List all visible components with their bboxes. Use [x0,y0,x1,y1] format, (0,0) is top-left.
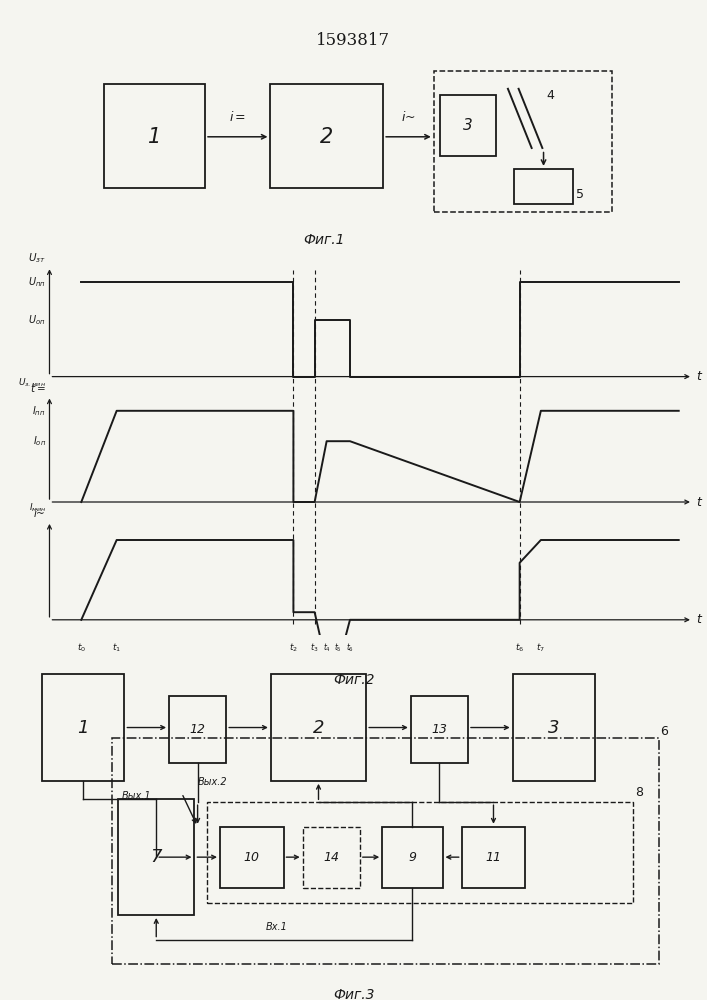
Text: 8: 8 [635,786,643,799]
Text: $U_{з.мин}$: $U_{з.мин}$ [18,377,46,389]
Text: 9: 9 [408,851,416,864]
Text: 6: 6 [660,725,669,738]
Text: 1: 1 [77,719,89,737]
Text: $I_{мин}$: $I_{мин}$ [28,502,46,514]
Bar [42,674,124,781]
Text: $i$~: $i$~ [401,110,416,124]
Text: 12: 12 [189,723,206,736]
Text: 4: 4 [547,89,554,102]
Text: 7: 7 [151,848,162,866]
Text: $t_5$: $t_5$ [334,641,342,654]
Text: 2: 2 [320,127,334,147]
Bar [104,84,205,188]
Text: $t_3$: $t_3$ [310,641,319,654]
Bar [169,696,226,763]
Text: Вх.1: Вх.1 [267,922,288,932]
Bar [514,169,573,204]
Bar [411,696,468,763]
Bar [513,674,595,781]
Text: 1593817: 1593817 [317,32,390,49]
Text: 3: 3 [462,118,472,133]
Bar [118,799,194,915]
Text: Фиг.2: Фиг.2 [333,673,374,687]
Text: $U_{пп}$: $U_{пп}$ [28,275,46,288]
Text: $U_{оп}$: $U_{оп}$ [28,313,46,326]
Bar [207,802,633,903]
Bar [271,674,366,781]
Text: 5: 5 [576,188,584,201]
Text: 14: 14 [323,851,339,864]
Text: $I_{оп}$: $I_{оп}$ [33,434,46,448]
Text: 13: 13 [431,723,448,736]
Bar [270,84,383,188]
Text: $U_{зт}$: $U_{зт}$ [28,251,46,264]
Bar [433,71,612,212]
Text: $t$: $t$ [696,495,703,508]
Bar [303,827,360,888]
Text: Вых.2: Вых.2 [198,777,227,787]
Text: $t$: $t$ [696,613,703,626]
Bar [462,827,525,888]
Text: $t_6$: $t_6$ [515,641,525,654]
Text: 1: 1 [148,127,161,147]
Text: $t_4$: $t_4$ [322,641,331,654]
Text: $t_1$: $t_1$ [112,641,121,654]
Text: $t_6$: $t_6$ [346,641,354,654]
Text: $t$: $t$ [696,370,703,383]
Text: 11: 11 [486,851,501,864]
Text: $t_2$: $t_2$ [289,641,298,654]
Bar [220,827,284,888]
Text: 2: 2 [312,719,325,737]
Text: 3: 3 [548,719,560,737]
Text: $I_{пп}$: $I_{пп}$ [33,404,46,418]
Text: $t=$: $t=$ [30,382,46,394]
Bar [440,95,496,156]
Text: $t_0$: $t_0$ [77,641,86,654]
Text: $t_7$: $t_7$ [537,641,545,654]
Text: Фиг.3: Фиг.3 [333,988,374,1000]
Text: $i$~: $i$~ [33,507,46,519]
Text: Вых.1: Вых.1 [122,791,151,801]
Bar [382,827,443,888]
Bar [112,738,659,964]
Text: $i=$: $i=$ [229,110,246,124]
Text: 10: 10 [244,851,259,864]
Text: Фиг.1: Фиг.1 [303,233,344,247]
